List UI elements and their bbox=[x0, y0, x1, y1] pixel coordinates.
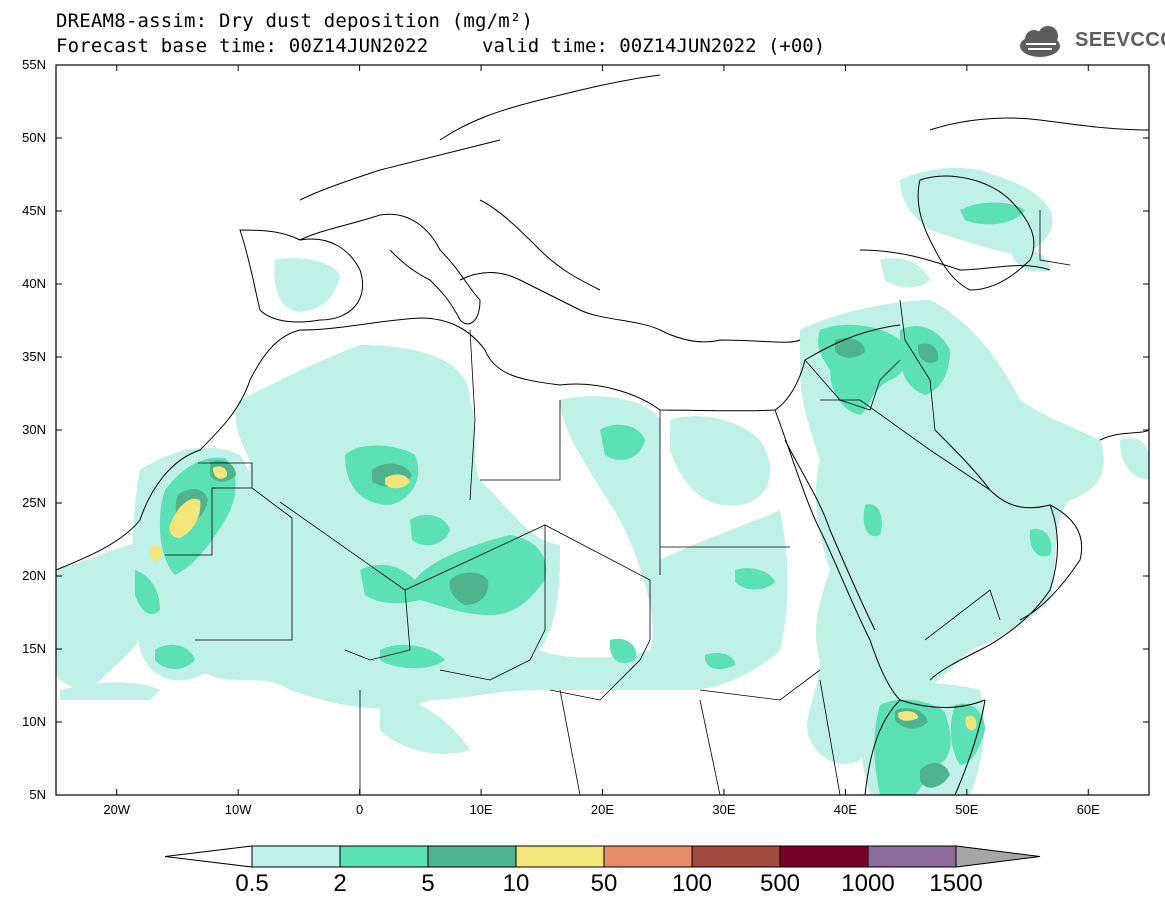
latitude-label: 55N bbox=[22, 57, 46, 72]
longitude-label: 40E bbox=[833, 802, 857, 817]
coastlines bbox=[56, 74, 1149, 795]
axis-ticks bbox=[56, 64, 1149, 796]
latitude-label: 10N bbox=[22, 714, 46, 729]
colorbar-label: 0.5 bbox=[235, 870, 269, 897]
latitude-label: 40N bbox=[22, 276, 46, 291]
longitude-label: 10W bbox=[224, 802, 252, 817]
longitude-label: 60E bbox=[1076, 802, 1100, 817]
seevccc-logo-text: SEEVCCC bbox=[1075, 29, 1165, 51]
contour-level-0-5 bbox=[56, 168, 1149, 795]
colorbar-label: 5 bbox=[421, 870, 435, 897]
longitude-label: 50E bbox=[955, 802, 979, 817]
latitude-label: 25N bbox=[22, 495, 46, 510]
latitude-label: 15N bbox=[22, 641, 46, 656]
colorbar-swatch bbox=[339, 845, 429, 868]
latitude-label: 50N bbox=[22, 130, 46, 145]
colorbar bbox=[164, 845, 1041, 868]
latitude-label: 45N bbox=[22, 203, 46, 218]
longitude-label: 10E bbox=[469, 802, 493, 817]
map-title: DREAM8-assim: Dry dust deposition (mg/m²… bbox=[56, 10, 534, 32]
latitude-label: 35N bbox=[22, 349, 46, 364]
forecast-base-time: Forecast base time: 00Z14JUN2022 bbox=[56, 35, 429, 57]
colorbar-label: 1500 bbox=[929, 870, 983, 897]
colorbar-swatch bbox=[427, 845, 517, 868]
longitude-label: 30E bbox=[712, 802, 736, 817]
valid-time: valid time: 00Z14JUN2022 (+00) bbox=[482, 35, 826, 57]
contour-level-10 bbox=[150, 466, 977, 730]
longitude-label: 0 bbox=[355, 802, 364, 817]
political-borders bbox=[165, 210, 1071, 795]
colorbar-swatch bbox=[603, 845, 693, 868]
latitude-label: 5N bbox=[29, 787, 46, 802]
colorbar-high-arrow bbox=[955, 845, 1041, 868]
colorbar-swatch bbox=[515, 845, 605, 868]
longitude-label: 20E bbox=[590, 802, 615, 817]
colorbar-swatch bbox=[779, 845, 869, 868]
latitude-label: 30N bbox=[22, 422, 46, 437]
longitude-label: 20W bbox=[103, 802, 131, 817]
dust-contours bbox=[56, 168, 1149, 795]
colorbar-label: 100 bbox=[671, 870, 713, 897]
colorbar-swatch bbox=[691, 845, 781, 868]
colorbar-label: 2 bbox=[333, 870, 347, 897]
colorbar-label: 1000 bbox=[841, 870, 895, 897]
colorbar-label: 500 bbox=[759, 870, 801, 897]
colorbar-label: 10 bbox=[502, 870, 530, 897]
colorbar-swatch bbox=[867, 845, 957, 868]
latitude-label: 20N bbox=[22, 568, 46, 583]
cloud-logo-icon bbox=[1020, 26, 1060, 57]
colorbar-low-arrow bbox=[164, 845, 253, 868]
colorbar-label: 50 bbox=[590, 870, 618, 897]
colorbar-swatch bbox=[251, 845, 341, 868]
